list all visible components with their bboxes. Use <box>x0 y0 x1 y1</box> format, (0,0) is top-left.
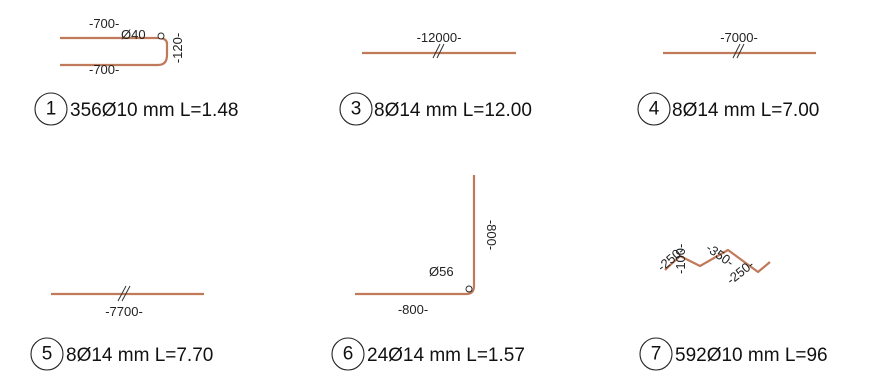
bar-6-dim-vertical: -800- <box>484 220 499 250</box>
bar-7-dim-third: -350- <box>703 240 736 270</box>
bar-1-shape <box>60 36 169 67</box>
bar-3-dim-length: -12000- <box>417 30 462 45</box>
bar-7-mark-number: 7 <box>651 344 662 365</box>
bar-4-spec-label: 8Ø14 mm L=7.00 <box>672 100 819 121</box>
bar-1-dim-height: -120- <box>170 33 185 63</box>
bar-1-group: -700- Ø40 -120- -700- 1 356Ø10 mm L=1.48 <box>34 16 238 126</box>
bar-4-mark-circle <box>637 92 671 126</box>
bar-1-dim-diameter: Ø40 <box>121 27 146 42</box>
bar-7-dim-second: -100- <box>673 244 688 274</box>
bar-6-shape <box>355 175 476 296</box>
bar-7-group: -250- -100- -350- -250- 7 592Ø10 mm L=96 <box>639 240 828 371</box>
bar-6-mark-circle <box>331 337 365 371</box>
bar-1-mark-circle <box>34 92 68 126</box>
bar-7-shape <box>664 248 771 274</box>
bar-5-spec-label: 8Ø14 mm L=7.70 <box>66 345 213 366</box>
bar-7-mark-circle <box>639 337 673 371</box>
bar-6-group: Ø56 -800- -800- 6 24Ø14 mm L=1.57 <box>331 175 525 371</box>
bar-3-group: -12000- 3 8Ø14 mm L=12.00 <box>339 30 532 126</box>
bar-4-break-mark <box>732 43 745 59</box>
bar-3-mark-circle <box>339 92 373 126</box>
bar-3-mark-number: 3 <box>351 99 362 120</box>
bar-3-break-mark <box>432 43 445 59</box>
bar-7-spec-label: 592Ø10 mm L=96 <box>675 345 828 366</box>
bar-1-mark-number: 1 <box>46 99 57 120</box>
bar-4-mark-number: 4 <box>649 99 660 120</box>
bar-4-dim-length: -7000- <box>720 30 758 45</box>
bar-5-mark-number: 5 <box>42 344 53 365</box>
bar-6-dim-horizontal: -800- <box>398 302 428 317</box>
bar-1-spec-label: 356Ø10 mm L=1.48 <box>70 100 238 121</box>
bar-6-mark-number: 6 <box>343 344 354 365</box>
bar-6-dim-diameter: Ø56 <box>429 264 454 279</box>
bar-5-group: -7700- 5 8Ø14 mm L=7.70 <box>30 285 213 371</box>
bar-1-dim-bottom: -700- <box>89 62 119 77</box>
bar-6-spec-label: 24Ø14 mm L=1.57 <box>367 345 525 366</box>
bar-3-spec-label: 8Ø14 mm L=12.00 <box>374 100 532 121</box>
bar-5-dim-length: -7700- <box>105 304 143 319</box>
bar-4-group: -7000- 4 8Ø14 mm L=7.00 <box>637 30 819 126</box>
bar-5-mark-circle <box>30 337 64 371</box>
bar-1-bend-marker <box>157 32 165 40</box>
bar-6-bend-marker <box>465 285 473 293</box>
bar-1-dim-top: -700- <box>89 16 119 31</box>
bar-5-break-mark <box>117 285 131 302</box>
